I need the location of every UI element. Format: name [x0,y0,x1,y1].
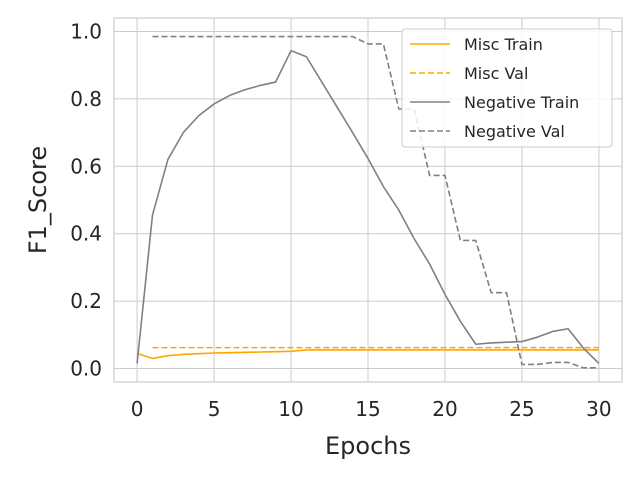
legend-label-2: Negative Train [464,93,579,112]
x-tick-label: 30 [586,397,611,421]
legend-label-3: Negative Val [464,122,565,141]
x-tick-label: 25 [509,397,534,421]
legend-label-1: Misc Val [464,64,528,83]
x-axis-title: Epochs [325,432,411,460]
x-tick-labels: 0 5 10 15 20 25 30 [131,397,612,421]
grid [114,18,622,382]
legend-label-0: Misc Train [464,35,543,54]
series-line-0 [136,349,599,360]
y-axis-title: F1_Score [24,146,52,254]
y-tick-labels: 0.0 0.2 0.4 0.6 0.8 1.0 [70,19,102,380]
y-tick-label: 0.4 [70,222,102,246]
legend-box [401,28,613,148]
legend: Misc Train Misc Val Negative Train Negative… [401,28,613,148]
y-tick-label: 0.0 [70,357,102,381]
x-tick-label: 10 [278,397,303,421]
x-tick-label: 15 [355,397,380,421]
y-tick-label: 0.6 [70,154,102,178]
x-tick-label: 20 [432,397,457,421]
y-tick-label: 1.0 [70,19,102,43]
x-tick-label: 0 [131,397,144,421]
y-tick-label: 0.2 [70,289,102,313]
y-tick-label: 0.8 [70,87,102,111]
series-line-3 [152,35,599,369]
series-layer [136,35,600,369]
x-tick-label: 5 [208,397,221,421]
plot-frame [113,17,623,383]
series-line-2 [136,49,600,365]
